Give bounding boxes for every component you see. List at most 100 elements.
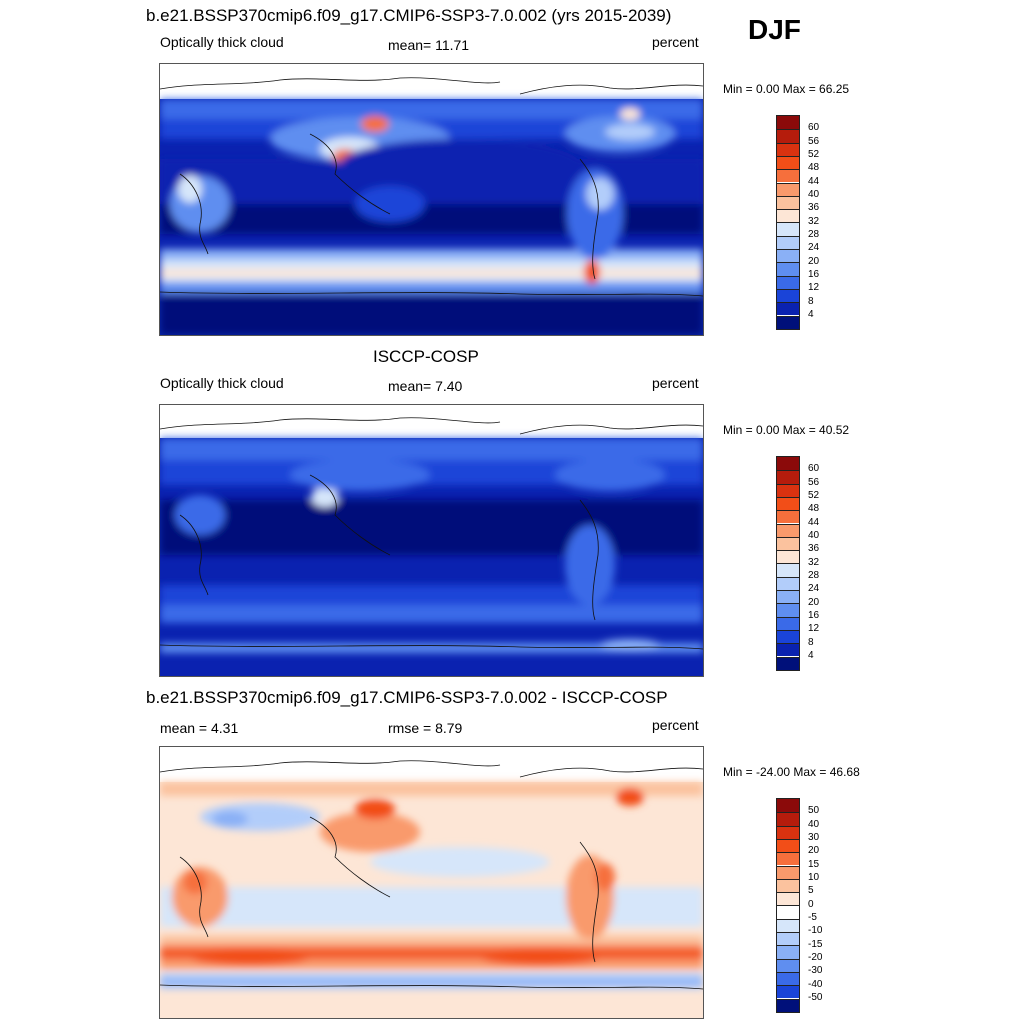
panel3-colorbar-swatch [777,932,799,946]
panel2-colorbar-swatch [777,496,799,511]
panel2-variable-label: Optically thick cloud [160,375,284,391]
panel3-colorbar-tick: 50 [808,805,820,816]
panel2-colorbar-swatch [777,550,799,564]
panel1-colorbar-swatch [777,222,799,236]
panel3-colorbar-tick: 0 [808,899,814,910]
panel1-colorbar-swatch [777,315,799,329]
panel3-colorbar [776,798,800,1013]
panel2-colorbar-swatch [777,536,799,551]
panel2-colorbar-tick: 48 [808,503,820,514]
panel2-colorbar-swatch [777,510,799,524]
panel3-title: b.e21.BSSP370cmip6.f09_g17.CMIP6-SSP3-7.… [146,688,668,707]
panel1-mean-label: mean= 11.71 [388,37,470,53]
panel1-colorbar-swatch [777,262,799,276]
panel3-mean-label: mean = 4.31 [160,720,239,736]
panel1-colorbar-tick: 8 [808,296,814,307]
panel1-map [159,63,704,336]
panel3-rmse-label: rmse = 8.79 [388,720,463,736]
panel1-colorbar [776,115,800,330]
panel1-colorbar-swatch [777,235,799,249]
panel2-title: ISCCP-COSP [373,347,479,366]
panel1-colorbar-swatch [777,209,799,223]
panel1-minmax-label: Min = 0.00 Max = 66.25 [723,82,850,96]
panel2-colorbar-tick: 8 [808,637,814,648]
panel3-colorbar-tick: 15 [808,859,820,870]
panel1-colorbar-tick: 20 [808,256,820,267]
panel1-colorbar-tick: 48 [808,162,820,173]
panel2-colorbar-tick: 36 [808,543,820,554]
panel1-units-label: percent [652,34,699,50]
panel1-colorbar-tick: 12 [808,282,820,293]
panel1-colorbar-swatch [777,116,799,130]
panel2-colorbar-tick: 20 [808,597,820,608]
panel3-colorbar-tick: 10 [808,872,820,883]
panel3-colorbar-swatch [777,985,799,999]
panel2-map [159,404,704,677]
panel3-colorbar-tick: 5 [808,885,814,896]
panel2-colorbar-tick: 32 [808,557,820,568]
panel3-colorbar-tick: 40 [808,819,820,830]
panel2-colorbar-swatch [777,616,799,630]
panel1-colorbar-swatch [777,182,799,196]
panel2-mean-label: mean= 7.40 [388,378,463,394]
panel3-colorbar-swatch [777,905,799,919]
panel1-colorbar-swatch [777,169,799,183]
panel2-colorbar-swatch [777,656,799,670]
panel3-colorbar-swatch [777,918,799,932]
panel1-colorbar-swatch [777,302,799,316]
panel1-colorbar-tick: 24 [808,242,820,253]
panel3-colorbar-swatch [777,878,799,893]
panel2-colorbar [776,456,800,671]
panel1-colorbar-swatch [777,155,799,170]
panel3-colorbar-tick: 30 [808,832,820,843]
panel1-colorbar-swatch [777,142,799,156]
panel1-colorbar-swatch [777,195,799,210]
panel2-colorbar-tick: 16 [808,610,820,621]
panel3-colorbar-tick: -15 [808,939,823,950]
panel1-colorbar-tick: 28 [808,229,820,240]
panel2-colorbar-swatch [777,590,799,604]
panel3-colorbar-tick: -20 [808,952,823,963]
panel3-colorbar-tick: 20 [808,845,820,856]
panel1-colorbar-swatch [777,275,799,289]
panel2-colorbar-tick: 44 [808,517,820,528]
panel3-colorbar-tick: -50 [808,992,823,1003]
panel2-colorbar-tick: 52 [808,490,820,501]
panel3-colorbar-swatch [777,958,799,972]
panel3-colorbar-swatch [777,852,799,866]
panel1-colorbar-tick: 56 [808,136,820,147]
panel2-colorbar-tick: 60 [808,463,820,474]
panel2-colorbar-tick: 12 [808,623,820,634]
panel1-colorbar-tick: 36 [808,202,820,213]
panel2-colorbar-swatch [777,563,799,577]
season-label: DJF [748,14,801,45]
panel3-colorbar-swatch [777,998,799,1012]
panel2-units-label: percent [652,375,699,391]
panel3-colorbar-swatch [777,812,799,826]
panel3-map [159,746,704,1019]
panel3-colorbar-swatch [777,971,799,986]
panel2-colorbar-swatch [777,576,799,590]
panel1-colorbar-swatch [777,129,799,143]
panel2-colorbar-swatch [777,629,799,644]
panel3-colorbar-swatch [777,865,799,879]
panel3-minmax-label: Min = -24.00 Max = 46.68 [723,765,860,779]
panel3-colorbar-tick: -10 [808,925,823,936]
panel2-colorbar-tick: 56 [808,477,820,488]
panel1-colorbar-tick: 44 [808,176,820,187]
panel1-colorbar-tick: 52 [808,149,820,160]
panel3-colorbar-swatch [777,892,799,906]
panel1-title: b.e21.BSSP370cmip6.f09_g17.CMIP6-SSP3-7.… [146,6,672,25]
panel1-colorbar-tick: 16 [808,269,820,280]
panel1-colorbar-tick: 40 [808,189,820,200]
panel1-colorbar-tick: 4 [808,309,814,320]
panel2-colorbar-swatch [777,470,799,484]
panel3-units-label: percent [652,717,699,733]
panel1-variable-label: Optically thick cloud [160,34,284,50]
panel2-colorbar-swatch [777,643,799,657]
panel2-colorbar-tick: 24 [808,583,820,594]
panel2-colorbar-tick: 28 [808,570,820,581]
panel3-colorbar-swatch [777,825,799,839]
panel2-colorbar-swatch [777,457,799,471]
panel1-colorbar-tick: 32 [808,216,820,227]
